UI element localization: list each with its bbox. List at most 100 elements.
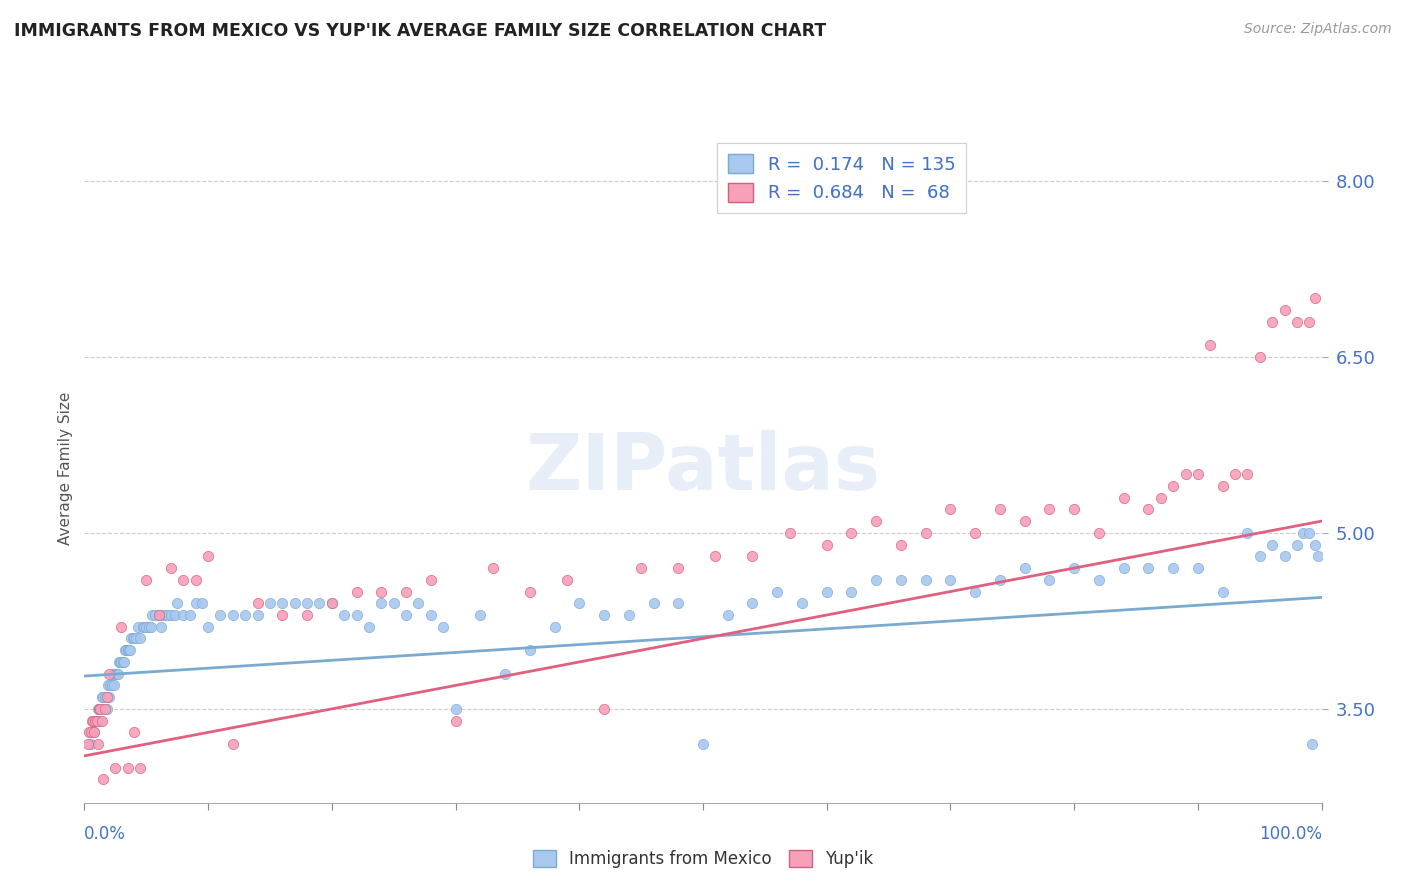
- Point: [80, 714, 103, 728]
- Point: [914, 525, 936, 540]
- Point: [1249, 549, 1271, 564]
- Point: [766, 584, 789, 599]
- Point: [117, 643, 139, 657]
- Point: [1249, 350, 1271, 364]
- Point: [101, 666, 124, 681]
- Point: [259, 596, 281, 610]
- Text: ZIPatlas: ZIPatlas: [526, 430, 880, 507]
- Point: [470, 607, 492, 622]
- Point: [127, 620, 149, 634]
- Point: [865, 514, 887, 528]
- Text: Source: ZipAtlas.com: Source: ZipAtlas.com: [1244, 22, 1392, 37]
- Point: [593, 702, 616, 716]
- Point: [114, 643, 136, 657]
- Point: [1137, 502, 1160, 516]
- Point: [79, 737, 101, 751]
- Point: [295, 596, 318, 610]
- Point: [125, 632, 148, 646]
- Point: [988, 502, 1011, 516]
- Point: [1161, 561, 1184, 575]
- Point: [129, 632, 152, 646]
- Point: [1285, 538, 1308, 552]
- Point: [1161, 479, 1184, 493]
- Point: [432, 620, 454, 634]
- Point: [321, 596, 343, 610]
- Point: [91, 690, 114, 705]
- Point: [94, 702, 117, 716]
- Point: [129, 761, 152, 775]
- Point: [86, 714, 108, 728]
- Point: [1212, 479, 1234, 493]
- Point: [1274, 302, 1296, 317]
- Point: [197, 549, 219, 564]
- Point: [143, 607, 166, 622]
- Point: [865, 573, 887, 587]
- Point: [89, 714, 111, 728]
- Point: [643, 596, 665, 610]
- Point: [790, 596, 813, 610]
- Point: [382, 596, 405, 610]
- Point: [1292, 525, 1315, 540]
- Point: [284, 596, 307, 610]
- Point: [1088, 525, 1111, 540]
- Point: [914, 573, 936, 587]
- Point: [890, 573, 912, 587]
- Point: [271, 607, 294, 622]
- Point: [519, 584, 541, 599]
- Point: [333, 607, 356, 622]
- Point: [107, 666, 129, 681]
- Point: [1305, 538, 1327, 552]
- Point: [1174, 467, 1197, 482]
- Point: [295, 607, 318, 622]
- Point: [555, 573, 578, 587]
- Point: [1038, 573, 1060, 587]
- Point: [1137, 561, 1160, 575]
- Point: [1285, 315, 1308, 329]
- Point: [97, 678, 120, 692]
- Point: [150, 607, 173, 622]
- Point: [1187, 467, 1209, 482]
- Legend: R =  0.174   N = 135, R =  0.684   N =  68: R = 0.174 N = 135, R = 0.684 N = 68: [717, 143, 966, 213]
- Point: [122, 632, 145, 646]
- Text: 0.0%: 0.0%: [84, 825, 127, 843]
- Point: [172, 607, 194, 622]
- Point: [357, 620, 380, 634]
- Point: [1301, 737, 1323, 751]
- Point: [494, 666, 516, 681]
- Point: [630, 561, 652, 575]
- Point: [89, 702, 111, 716]
- Point: [82, 725, 104, 739]
- Point: [666, 561, 689, 575]
- Text: IMMIGRANTS FROM MEXICO VS YUP'IK AVERAGE FAMILY SIZE CORRELATION CHART: IMMIGRANTS FROM MEXICO VS YUP'IK AVERAGE…: [14, 22, 827, 40]
- Point: [96, 702, 118, 716]
- Point: [741, 596, 763, 610]
- Point: [1088, 573, 1111, 587]
- Point: [1236, 467, 1258, 482]
- Point: [84, 714, 107, 728]
- Point: [98, 690, 121, 705]
- Point: [779, 525, 801, 540]
- Point: [1150, 491, 1173, 505]
- Point: [94, 690, 117, 705]
- Point: [163, 607, 186, 622]
- Point: [370, 596, 392, 610]
- Point: [246, 607, 269, 622]
- Point: [83, 725, 105, 739]
- Point: [104, 666, 127, 681]
- Point: [222, 607, 245, 622]
- Point: [741, 549, 763, 564]
- Point: [172, 573, 194, 587]
- Point: [121, 632, 143, 646]
- Point: [77, 737, 100, 751]
- Point: [96, 690, 118, 705]
- Point: [100, 678, 122, 692]
- Point: [110, 655, 132, 669]
- Point: [1261, 315, 1284, 329]
- Point: [704, 549, 727, 564]
- Point: [1274, 549, 1296, 564]
- Point: [1063, 502, 1085, 516]
- Point: [79, 725, 101, 739]
- Point: [815, 584, 838, 599]
- Point: [1187, 561, 1209, 575]
- Point: [131, 620, 153, 634]
